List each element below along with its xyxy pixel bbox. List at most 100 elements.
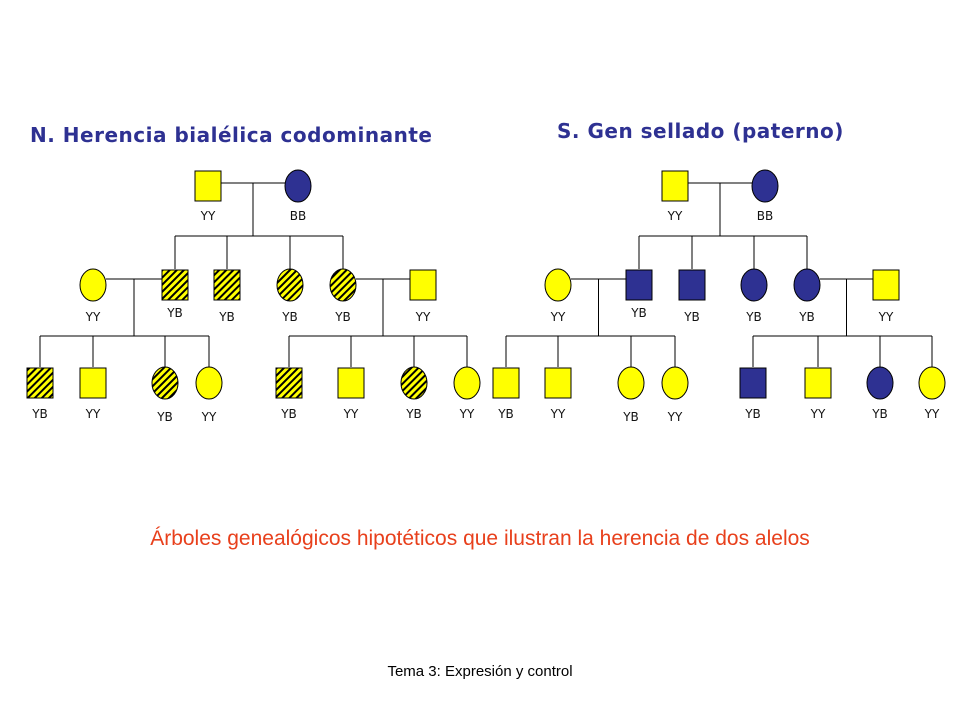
male-square-symbol [337, 367, 365, 399]
female-circle-symbol [793, 268, 821, 302]
male-individual: YY [804, 367, 832, 421]
female-individual: YY [453, 366, 481, 421]
female-circle-symbol [195, 366, 223, 400]
genotype-label: YB [405, 407, 422, 421]
female-individual: YB [740, 268, 768, 324]
genotype-label: YY [415, 310, 431, 324]
male-individual: YB [625, 269, 653, 320]
male-square-symbol [678, 269, 706, 301]
female-circle-symbol [617, 366, 645, 400]
male-individual: YB [492, 367, 520, 421]
male-square-symbol [79, 367, 107, 399]
female-circle-symbol [400, 366, 428, 400]
male-square-symbol [661, 170, 689, 202]
genotype-label: YY [85, 310, 101, 324]
genotype-label: YB [745, 310, 762, 324]
male-square-symbol [161, 269, 189, 301]
male-individual: YB [275, 367, 303, 421]
genotype-label: YY [200, 209, 216, 223]
male-square-symbol [625, 269, 653, 301]
male-individual: YY [79, 367, 107, 421]
genotype-label: YB [622, 410, 639, 424]
genotype-label: YY [459, 407, 475, 421]
pedigree-imprinted: YY BB YY YB YB YB YB YY YB YY YB YY YB YY YB YY [492, 169, 946, 424]
pedigree-codominant: YY BB YY YB YB YB YB YY YB YY YB YY YB YY YB YY [26, 169, 481, 424]
genotype-label: YB [871, 407, 888, 421]
female-circle-symbol [151, 366, 179, 400]
genotype-label: YY [667, 410, 683, 424]
genotype-label: YY [343, 407, 359, 421]
female-individual: YY [918, 366, 946, 421]
female-circle-symbol [866, 366, 894, 400]
female-individual: YB [151, 366, 179, 424]
female-individual: YY [79, 268, 107, 324]
female-individual: YB [793, 268, 821, 324]
female-circle-symbol [661, 366, 689, 400]
genotype-label: YB [630, 306, 647, 320]
genotype-label: YB [683, 310, 700, 324]
pedigree-title-codominant: N. Herencia bialélica codominante [30, 123, 433, 147]
female-individual: BB [284, 169, 312, 223]
male-individual: YB [739, 367, 767, 421]
female-individual: YY [195, 366, 223, 424]
female-individual: YB [400, 366, 428, 421]
female-circle-symbol [751, 169, 779, 203]
genotype-label: YY [550, 310, 566, 324]
female-circle-symbol [544, 268, 572, 302]
female-circle-symbol [329, 268, 357, 302]
genotype-label: YY [85, 407, 101, 421]
male-square-symbol [275, 367, 303, 399]
genotype-label: BB [757, 209, 773, 223]
genotype-label: YB [31, 407, 48, 421]
female-individual: YB [329, 268, 357, 324]
female-individual: YY [544, 268, 572, 324]
male-individual: YB [213, 269, 241, 324]
male-square-symbol [409, 269, 437, 301]
figure-caption: Árboles genealógicos hipotéticos que ilu… [150, 527, 810, 550]
male-square-symbol [26, 367, 54, 399]
genotype-label: YY [550, 407, 566, 421]
female-circle-symbol [284, 169, 312, 203]
pedigree-title-imprinted: S. Gen sellado (paterno) [557, 119, 844, 143]
male-individual: YB [161, 269, 189, 320]
male-individual: YY [544, 367, 572, 421]
female-individual: YB [866, 366, 894, 421]
female-circle-symbol [276, 268, 304, 302]
female-individual: BB [751, 169, 779, 223]
male-square-symbol [194, 170, 222, 202]
genotype-label: YY [667, 209, 683, 223]
female-individual: YY [661, 366, 689, 424]
female-circle-symbol [918, 366, 946, 400]
genotype-label: YB [798, 310, 815, 324]
male-individual: YY [337, 367, 365, 421]
genotype-label: YB [280, 407, 297, 421]
genotype-label: YY [810, 407, 826, 421]
genotype-label: YB [156, 410, 173, 424]
genotype-label: BB [290, 209, 306, 223]
slide-footer: Tema 3: Expresión y control [387, 663, 573, 680]
genotype-label: YB [218, 310, 235, 324]
genotype-label: YB [334, 310, 351, 324]
male-square-symbol [544, 367, 572, 399]
male-individual: YY [194, 170, 222, 223]
male-square-symbol [739, 367, 767, 399]
male-square-symbol [213, 269, 241, 301]
male-individual: YY [661, 170, 689, 223]
female-circle-symbol [740, 268, 768, 302]
genotype-label: YY [924, 407, 940, 421]
genotype-label: YB [166, 306, 183, 320]
female-individual: YB [276, 268, 304, 324]
male-individual: YY [409, 269, 437, 324]
female-circle-symbol [79, 268, 107, 302]
male-individual: YB [26, 367, 54, 421]
genotype-label: YB [744, 407, 761, 421]
male-square-symbol [872, 269, 900, 301]
female-circle-symbol [453, 366, 481, 400]
genotype-label: YY [878, 310, 894, 324]
male-square-symbol [804, 367, 832, 399]
male-individual: YY [872, 269, 900, 324]
female-individual: YB [617, 366, 645, 424]
male-square-symbol [492, 367, 520, 399]
